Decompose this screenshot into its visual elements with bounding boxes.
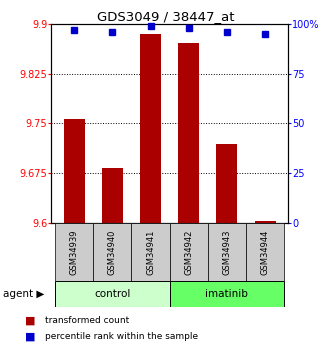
Text: GSM34939: GSM34939	[70, 229, 79, 275]
Text: agent ▶: agent ▶	[3, 289, 45, 299]
Bar	[255, 221, 276, 223]
Bar	[178, 43, 199, 223]
Text: ■: ■	[25, 316, 35, 326]
Bar	[208, 223, 246, 281]
Bar	[93, 223, 131, 281]
Bar	[102, 168, 123, 223]
Bar	[216, 145, 237, 223]
Text: GSM34941: GSM34941	[146, 229, 155, 275]
Text: ■: ■	[25, 332, 35, 341]
Bar	[131, 223, 169, 281]
Bar	[64, 119, 85, 223]
Text: transformed count: transformed count	[45, 316, 129, 325]
Bar	[246, 223, 284, 281]
Text: percentile rank within the sample: percentile rank within the sample	[45, 332, 198, 341]
Text: GDS3049 / 38447_at: GDS3049 / 38447_at	[97, 10, 234, 23]
Text: GSM34943: GSM34943	[222, 229, 231, 275]
Bar	[169, 281, 284, 307]
Text: GSM34942: GSM34942	[184, 229, 193, 275]
Bar	[55, 281, 169, 307]
Text: GSM34940: GSM34940	[108, 229, 117, 275]
Text: control: control	[94, 289, 130, 299]
Bar	[140, 34, 161, 223]
Text: GSM34944: GSM34944	[260, 229, 269, 275]
Bar	[55, 223, 93, 281]
Bar	[169, 223, 208, 281]
Text: imatinib: imatinib	[206, 289, 248, 299]
